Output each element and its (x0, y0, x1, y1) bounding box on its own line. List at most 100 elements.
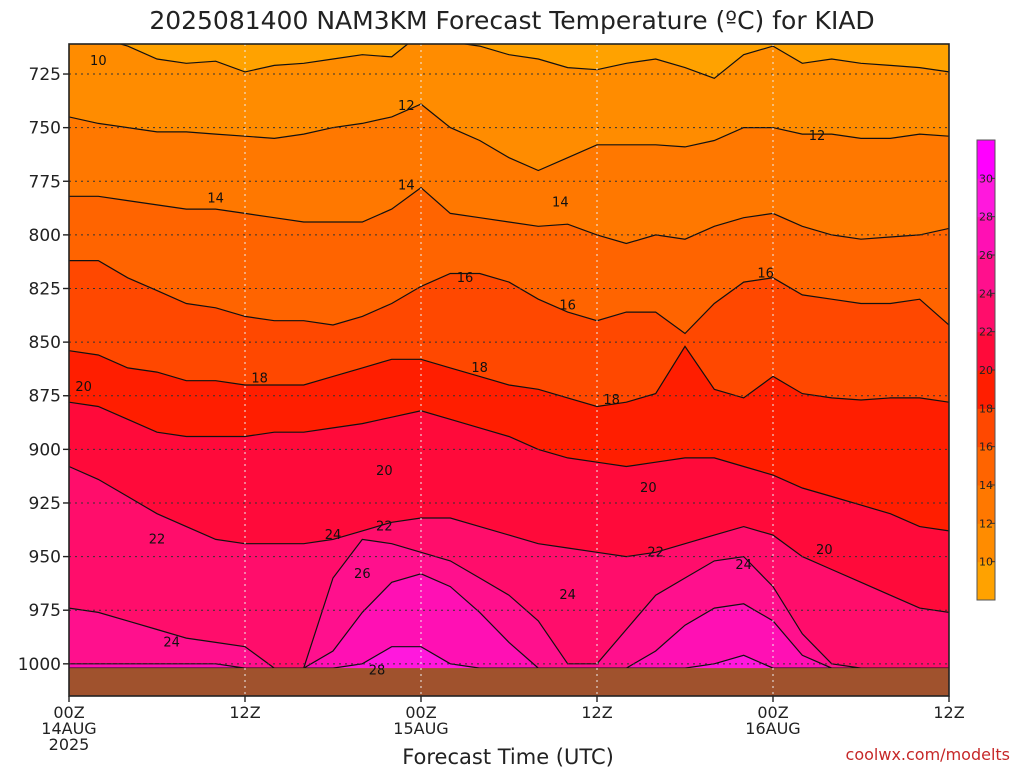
colorbar-swatch (977, 446, 995, 486)
y-axis: 725 750 775 800 825 850 875 900 925 950 975 1000 (18, 65, 69, 675)
band-12-14 (69, 104, 949, 244)
x-tick-label: 12Z (581, 703, 612, 722)
isotherm-label: 24 (735, 558, 752, 573)
isotherm-label: 20 (816, 543, 833, 558)
y-tick-label: 925 (29, 494, 61, 514)
y-tick-label: 750 (29, 119, 61, 139)
x-tick-label: 12Z (229, 703, 260, 722)
colorbar-swatch (977, 485, 995, 524)
colorbar-swatch (977, 140, 995, 179)
isotherm-label: 12 (398, 99, 415, 114)
grid-lines (69, 44, 949, 696)
isotherm-label: 12 (809, 129, 826, 144)
isotherm-14 (69, 186, 949, 245)
colorbar-label: 18 (979, 402, 993, 415)
isotherm-label: 16 (757, 266, 774, 281)
colorbar-label: 10 (979, 556, 993, 569)
isotherm-label: 14 (207, 191, 224, 206)
colorbar-label: 14 (979, 479, 993, 492)
isotherm-label: 24 (559, 588, 576, 603)
isotherm-12 (69, 103, 949, 172)
isotherm-label: 20 (640, 481, 657, 496)
colorbar-label: 20 (979, 364, 993, 377)
isotherm-label: 28 (369, 663, 386, 678)
plot-frame (68, 43, 950, 697)
isotherm-label: 14 (398, 179, 415, 194)
isotherm-label: 26 (354, 567, 371, 582)
colorbar-label: 16 (979, 441, 993, 454)
colorbar-swatch (977, 370, 995, 409)
band-18-20 (69, 346, 949, 531)
isotherm-label: 20 (376, 464, 393, 479)
x-tick-label: 16AUG (745, 719, 800, 738)
colorbar-label: 30 (979, 172, 993, 185)
isotherm-label: 14 (552, 196, 569, 211)
chart-title: 2025081400 NAM3KM Forecast Temperature (… (149, 6, 874, 35)
y-tick-label: 850 (29, 333, 61, 353)
isotherm-26 (69, 573, 949, 669)
y-tick-label: 775 (29, 172, 61, 192)
isotherm-24 (69, 538, 949, 669)
y-tick-label: 725 (29, 65, 61, 85)
colorbar-legend: 10 12 14 16 18 20 22 24 26 28 30 (976, 139, 996, 601)
x-tick-label: 00Z (757, 703, 788, 722)
isotherm-label: 20 (75, 380, 92, 395)
colorbar-swatch (977, 408, 995, 448)
isotherm-label: 24 (325, 528, 342, 543)
colorbar-swatch (977, 178, 995, 218)
colorbar-swatch (977, 561, 995, 601)
isotherm-label: 16 (559, 299, 576, 314)
isotherm-label: 16 (457, 271, 474, 286)
y-tick-label: 975 (29, 601, 61, 621)
colorbar-label: 26 (979, 249, 993, 262)
band-26-28 (69, 573, 949, 669)
isotherm-10 (118, 44, 949, 79)
ground-surface (69, 668, 949, 696)
isotherm-20 (69, 401, 949, 532)
y-tick-label: 800 (29, 226, 61, 246)
y-tick-label: 825 (29, 280, 61, 300)
temperature-bands (69, 44, 949, 696)
band-20-22 (69, 402, 949, 613)
x-tick-label: 15AUG (393, 719, 448, 738)
x-tick-label: 14AUG (41, 719, 96, 738)
y-tick-label: 950 (29, 548, 61, 568)
colorbar-swatch (977, 293, 995, 333)
band-14-16 (69, 187, 949, 334)
y-tick-label: 1000 (18, 655, 61, 675)
colorbar-label: 24 (979, 287, 993, 300)
colorbar-label: 22 (979, 326, 993, 339)
isotherm-18 (69, 345, 949, 408)
x-tick-label: 00Z (405, 703, 436, 722)
isotherm-label: 18 (471, 361, 488, 376)
isotherm-label: 22 (149, 532, 166, 547)
isotherm-label: 18 (603, 393, 620, 408)
x-axis-label: Forecast Time (UTC) (402, 745, 614, 768)
band-24-26 (69, 539, 949, 669)
colorbar-swatch (977, 255, 995, 294)
credit-link[interactable]: coolwx.com/modelts (846, 745, 1010, 764)
isotherm-label: 24 (163, 635, 180, 650)
band-22-24 (69, 466, 949, 669)
band-10-12 (69, 44, 949, 171)
isotherm-16 (69, 260, 949, 335)
x-tick-label: 00Z (53, 703, 84, 722)
contour-labels: 10 12 12 14 14 14 16 16 16 18 18 18 20 20 20 20 22 22 22 24… (75, 54, 832, 678)
colorbar-swatch (977, 331, 995, 371)
ground-layer (69, 668, 949, 696)
colorbar-label: 28 (979, 211, 993, 224)
isotherm-label: 18 (251, 372, 268, 387)
isotherm-label: 22 (376, 520, 393, 535)
colorbar-swatch (977, 523, 995, 563)
isotherm-label: 10 (90, 54, 107, 69)
isotherm-label: 22 (647, 545, 664, 560)
isotherm-28 (69, 646, 949, 669)
colorbar-swatch (977, 216, 995, 256)
y-tick-label: 900 (29, 440, 61, 460)
x-tick-label: 2025 (49, 735, 90, 754)
band-below-10 (120, 44, 949, 79)
band-16-18 (69, 260, 949, 407)
x-tick-label: 12Z (933, 703, 964, 722)
